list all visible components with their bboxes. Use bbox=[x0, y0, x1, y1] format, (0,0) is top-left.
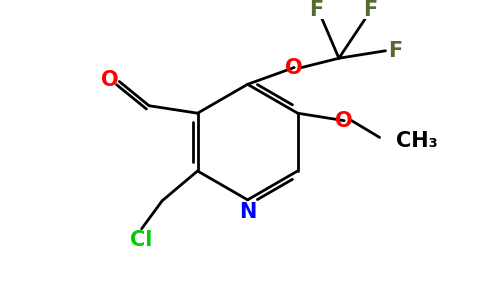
Text: F: F bbox=[363, 0, 378, 20]
Text: N: N bbox=[239, 202, 256, 222]
Text: O: O bbox=[335, 111, 353, 130]
Text: CH₃: CH₃ bbox=[396, 131, 438, 151]
Text: O: O bbox=[101, 70, 119, 90]
Text: F: F bbox=[388, 41, 402, 61]
Text: F: F bbox=[309, 0, 324, 20]
Text: O: O bbox=[286, 58, 303, 77]
Text: Cl: Cl bbox=[131, 230, 153, 250]
